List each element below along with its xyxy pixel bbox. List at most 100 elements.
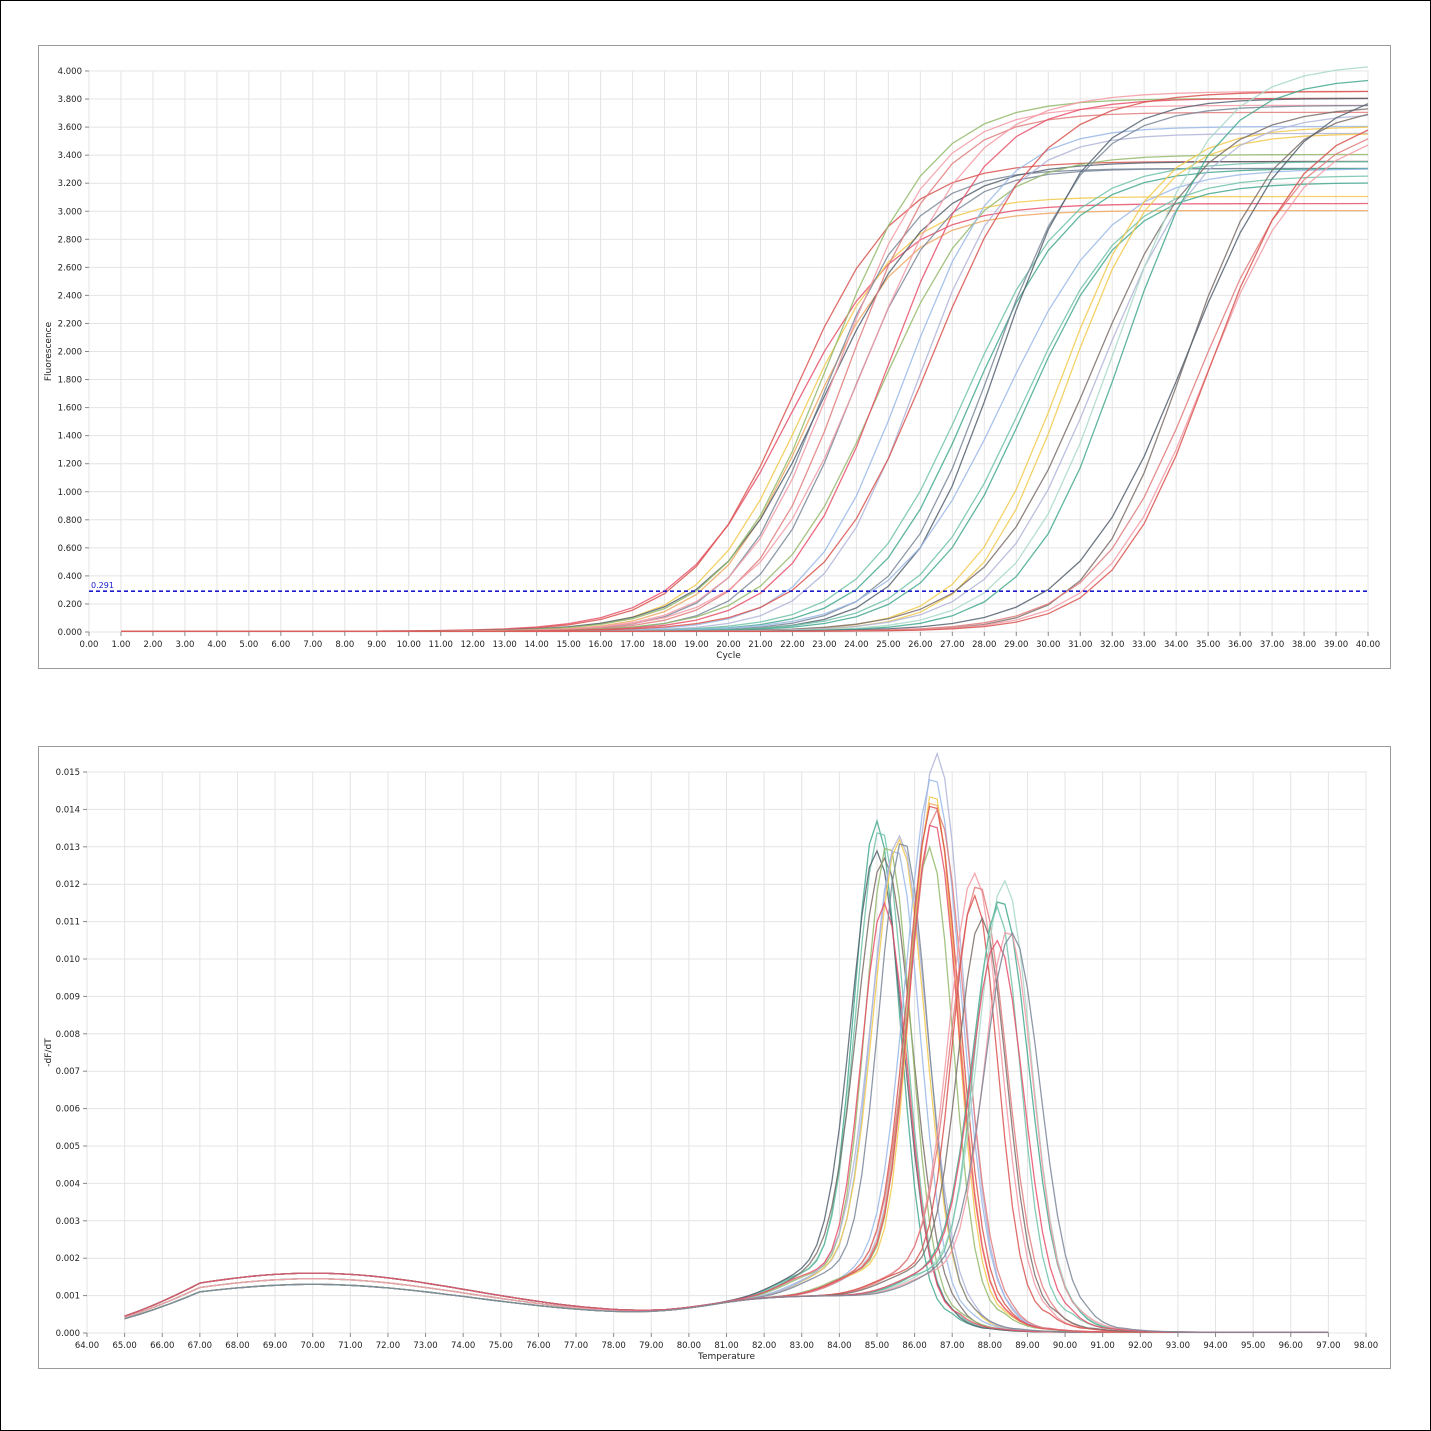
x-tick-label: 2.00 bbox=[143, 640, 162, 650]
x-tick-label: 31.00 bbox=[1068, 640, 1092, 650]
x-tick-label: 92.00 bbox=[1128, 1341, 1152, 1351]
x-tick-label: 19.00 bbox=[684, 640, 708, 650]
y-tick-label: 1.600 bbox=[58, 404, 82, 414]
x-tick-label: 95.00 bbox=[1241, 1341, 1265, 1351]
y-tick-label: 3.200 bbox=[58, 179, 82, 189]
x-tick-label: 4.00 bbox=[207, 640, 226, 650]
x-tick-label: 18.00 bbox=[652, 640, 676, 650]
x-gridlines bbox=[86, 772, 1367, 1333]
y-tick-label: 2.200 bbox=[58, 319, 82, 329]
x-tick-label: 15.00 bbox=[556, 640, 580, 650]
x-tick-label: 87.00 bbox=[940, 1341, 964, 1351]
y-tick-label: 1.400 bbox=[58, 432, 82, 442]
x-tick-label: 17.00 bbox=[620, 640, 644, 650]
x-tick-label: 78.00 bbox=[601, 1341, 625, 1351]
x-axis-label: Temperature bbox=[697, 1352, 755, 1362]
x-tick-label: 13.00 bbox=[493, 640, 517, 650]
x-tick-label: 23.00 bbox=[812, 640, 836, 650]
y-axis-label: -dF/dT bbox=[44, 1038, 54, 1067]
x-tick-label: 16.00 bbox=[588, 640, 612, 650]
y-tick-label: 3.400 bbox=[58, 151, 82, 161]
x-tick-label: 70.00 bbox=[301, 1341, 325, 1351]
y-tick-label: 0.200 bbox=[58, 600, 82, 610]
x-tick-label: 37.00 bbox=[1260, 640, 1284, 650]
melt-curve bbox=[124, 931, 1329, 1333]
threshold-label: 0.291 bbox=[91, 581, 114, 590]
y-tick-label: 0.004 bbox=[56, 1179, 80, 1189]
x-tick-label: 67.00 bbox=[188, 1341, 212, 1351]
x-tick-label: 83.00 bbox=[790, 1341, 814, 1351]
x-tick-label: 38.00 bbox=[1292, 640, 1316, 650]
x-tick-label: 81.00 bbox=[714, 1341, 738, 1351]
x-tick-label: 5.00 bbox=[239, 640, 258, 650]
x-tick-label: 1.00 bbox=[112, 640, 131, 650]
melt-curve-chart: 64.00 65.00 66.00 67.00 68.00 69.00 70.00 71.00… bbox=[44, 751, 1378, 1362]
x-tick-label: 79.00 bbox=[639, 1341, 663, 1351]
x-tick-label: 28.00 bbox=[972, 640, 996, 650]
y-axis-label: Fluorescence bbox=[44, 321, 54, 381]
x-tick-label: 26.00 bbox=[908, 640, 932, 650]
x-tick-label: 21.00 bbox=[748, 640, 772, 650]
y-tick-labels: 0.000 0.200 0.400 0.600 0.800 1.000 1.200 1.400… bbox=[58, 67, 89, 638]
x-tick-label: 68.00 bbox=[225, 1341, 249, 1351]
amplification-chart-panel: 0.00 1.00 2.00 3.00 4.00 5.00 6.00 7.00 8.00 9.00… bbox=[38, 45, 1391, 669]
melt-curves bbox=[124, 751, 1329, 1333]
x-tick-label: 89.00 bbox=[1015, 1341, 1039, 1351]
melt-curve-chart-panel: 64.00 65.00 66.00 67.00 68.00 69.00 70.00 71.00… bbox=[38, 746, 1391, 1369]
x-tick-label: 30.00 bbox=[1036, 640, 1060, 650]
x-tick-label: 14.00 bbox=[524, 640, 548, 650]
x-tick-label: 65.00 bbox=[112, 1341, 136, 1351]
x-tick-label: 86.00 bbox=[902, 1341, 926, 1351]
y-tick-label: 0.014 bbox=[56, 805, 80, 815]
y-tick-label: 3.600 bbox=[58, 123, 82, 133]
x-tick-label: 32.00 bbox=[1100, 640, 1124, 650]
x-tick-label: 25.00 bbox=[876, 640, 900, 650]
y-tick-label: 0.001 bbox=[56, 1292, 80, 1302]
x-tick-label: 34.00 bbox=[1164, 640, 1188, 650]
x-tick-labels: 0.00 1.00 2.00 3.00 4.00 5.00 6.00 7.00 8.00 9.00… bbox=[80, 632, 1380, 650]
x-tick-label: 96.00 bbox=[1279, 1341, 1303, 1351]
x-tick-label: 7.00 bbox=[303, 640, 322, 650]
y-tick-label: 0.010 bbox=[56, 955, 80, 965]
y-tick-label: 1.000 bbox=[58, 488, 82, 498]
x-tick-label: 3.00 bbox=[175, 640, 194, 650]
x-tick-label: 76.00 bbox=[526, 1341, 550, 1351]
y-tick-labels: 0.000 0.001 0.002 0.003 0.004 0.005 0.006 0.007… bbox=[56, 768, 87, 1339]
x-tick-label: 98.00 bbox=[1354, 1341, 1378, 1351]
x-tick-label: 71.00 bbox=[338, 1341, 362, 1351]
y-tick-label: 2.600 bbox=[58, 263, 82, 273]
x-tick-label: 36.00 bbox=[1228, 640, 1252, 650]
x-tick-label: 75.00 bbox=[489, 1341, 513, 1351]
x-tick-label: 94.00 bbox=[1203, 1341, 1227, 1351]
x-tick-label: 82.00 bbox=[752, 1341, 776, 1351]
y-tick-label: 0.011 bbox=[56, 918, 80, 928]
y-tick-label: 3.000 bbox=[58, 207, 82, 217]
y-tick-label: 0.013 bbox=[56, 843, 80, 853]
x-tick-label: 90.00 bbox=[1053, 1341, 1077, 1351]
x-tick-label: 35.00 bbox=[1196, 640, 1220, 650]
y-tick-label: 0.007 bbox=[56, 1067, 80, 1077]
x-tick-label: 22.00 bbox=[780, 640, 804, 650]
y-tick-label: 0.012 bbox=[56, 880, 80, 890]
x-tick-label: 0.00 bbox=[80, 640, 99, 650]
x-tick-label: 93.00 bbox=[1166, 1341, 1190, 1351]
x-tick-label: 12.00 bbox=[461, 640, 485, 650]
amplification-curves bbox=[121, 66, 1369, 632]
y-tick-label: 0.600 bbox=[58, 544, 82, 554]
x-tick-label: 27.00 bbox=[940, 640, 964, 650]
y-tick-label: 3.800 bbox=[58, 95, 82, 105]
x-tick-label: 84.00 bbox=[827, 1341, 851, 1351]
x-tick-label: 8.00 bbox=[335, 640, 354, 650]
y-tick-label: 0.400 bbox=[58, 572, 82, 582]
x-tick-label: 33.00 bbox=[1132, 640, 1156, 650]
y-tick-label: 0.006 bbox=[56, 1105, 80, 1115]
x-tick-label: 88.00 bbox=[978, 1341, 1002, 1351]
y-tick-label: 0.800 bbox=[58, 516, 82, 526]
y-tick-label: 1.200 bbox=[58, 460, 82, 470]
amplification-curve bbox=[121, 129, 1369, 632]
y-tick-label: 2.400 bbox=[58, 291, 82, 301]
x-tick-label: 85.00 bbox=[865, 1341, 889, 1351]
y-tick-label: 0.008 bbox=[56, 1030, 80, 1040]
x-tick-label: 74.00 bbox=[451, 1341, 475, 1351]
y-tick-label: 1.800 bbox=[58, 376, 82, 386]
